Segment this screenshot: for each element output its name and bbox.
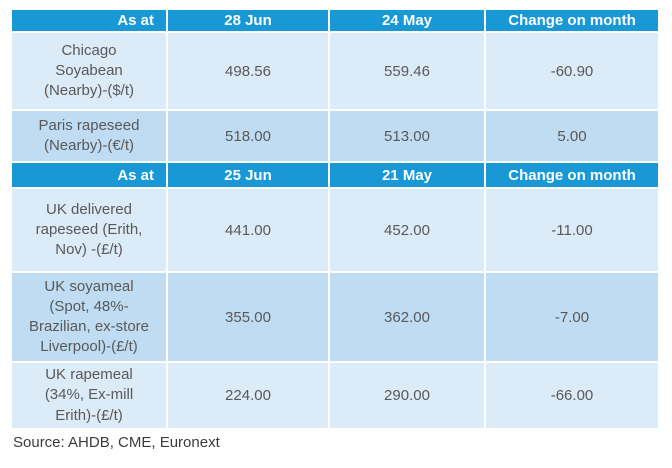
table-row-paris-rapeseed: Paris rapeseed (Nearby)-(€/t) 518.00 513… (12, 111, 658, 161)
table-row-uk-rapemeal: UK rapemeal (34%, Ex-mill Erith)-(£/t) 2… (12, 363, 658, 428)
value-cell-current: 355.00 (168, 273, 328, 361)
value-cell-change: -11.00 (486, 189, 658, 271)
table-row-uk-delivered-rapeseed: UK delivered rapeseed (Erith, Nov) -(£/t… (12, 189, 658, 271)
row-label-cell: UK rapemeal (34%, Ex-mill Erith)-(£/t) (12, 363, 166, 428)
table1-header-change-on-month: Change on month (486, 10, 658, 31)
value-cell-previous: 559.46 (330, 33, 484, 109)
table1-header-row: As at 28 Jun 24 May Change on month (12, 10, 658, 31)
value-cell-change: -7.00 (486, 273, 658, 361)
row-label-cell: UK delivered rapeseed (Erith, Nov) -(£/t… (12, 189, 166, 271)
row-label-cell: Chicago Soyabean (Nearby)-($/t) (12, 33, 166, 109)
table-row-chicago-soyabean: Chicago Soyabean (Nearby)-($/t) 498.56 5… (12, 33, 658, 109)
price-table: As at 28 Jun 24 May Change on month Chic… (10, 8, 660, 430)
row-label-cell: UK soyameal (Spot, 48%- Brazilian, ex-st… (12, 273, 166, 361)
value-cell-previous: 452.00 (330, 189, 484, 271)
table2-header-row: As at 25 Jun 21 May Change on month (12, 163, 658, 187)
value-cell-change: -66.00 (486, 363, 658, 428)
source-note: Source: AHDB, CME, Euronext (13, 433, 220, 451)
row-label-cell: Paris rapeseed (Nearby)-(€/t) (12, 111, 166, 161)
table2-header-previous-date: 21 May (330, 163, 484, 187)
value-cell-previous: 513.00 (330, 111, 484, 161)
value-cell-current: 518.00 (168, 111, 328, 161)
table-row-uk-soyameal: UK soyameal (Spot, 48%- Brazilian, ex-st… (12, 273, 658, 361)
value-cell-change: 5.00 (486, 111, 658, 161)
value-cell-current: 224.00 (168, 363, 328, 428)
value-cell-previous: 362.00 (330, 273, 484, 361)
table1-header-previous-date: 24 May (330, 10, 484, 31)
value-cell-current: 441.00 (168, 189, 328, 271)
value-cell-previous: 290.00 (330, 363, 484, 428)
table1-header-as-at: As at (12, 10, 166, 31)
table2-header-current-date: 25 Jun (168, 163, 328, 187)
value-cell-change: -60.90 (486, 33, 658, 109)
value-cell-current: 498.56 (168, 33, 328, 109)
table1-header-current-date: 28 Jun (168, 10, 328, 31)
table2-header-as-at: As at (12, 163, 166, 187)
table2-header-change-on-month: Change on month (486, 163, 658, 187)
